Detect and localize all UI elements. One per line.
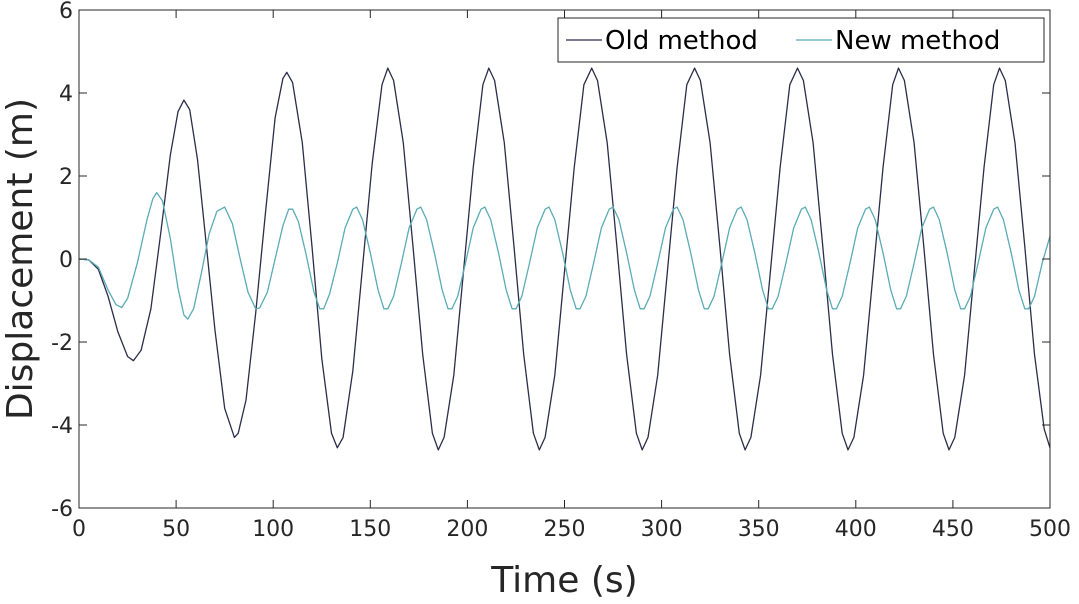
series-line-old-method — [78, 67, 1051, 451]
x-tick-label: 450 — [932, 517, 974, 542]
x-tick-label: 0 — [72, 517, 86, 542]
y-tick-label: -4 — [51, 414, 73, 439]
x-tick-label: 50 — [162, 517, 190, 542]
y-tick-label: 0 — [59, 248, 73, 273]
legend-label-new-method: New method — [835, 26, 1000, 56]
x-tick-label: 350 — [738, 517, 780, 542]
x-tick-label: 150 — [349, 517, 391, 542]
y-axis-title: Displacement (m) — [0, 98, 41, 420]
y-tick-label: 4 — [59, 82, 73, 107]
y-tick-label: 2 — [59, 165, 73, 190]
x-tick-label: 200 — [446, 517, 488, 542]
x-axis-title: Time (s) — [490, 560, 637, 601]
legend: Old method New method — [557, 17, 1045, 63]
legend-label-old-method: Old method — [605, 26, 758, 56]
series-line-new-method — [78, 191, 1051, 320]
x-tick-label: 250 — [544, 517, 586, 542]
x-tick-label: 400 — [835, 517, 877, 542]
ticks-layer: 0 50 100 150 200 250 300 350 400 450 500 -6 -4 -2 0 2 4 6 — [51, 0, 1071, 542]
x-tick-label: 100 — [252, 517, 294, 542]
y-tick-label: -2 — [51, 331, 73, 356]
y-tick-label: -6 — [51, 497, 73, 522]
x-tick-label: 500 — [1029, 517, 1071, 542]
x-tick-label: 300 — [641, 517, 683, 542]
y-tick-label: 6 — [59, 0, 73, 24]
series-layer — [78, 67, 1051, 451]
